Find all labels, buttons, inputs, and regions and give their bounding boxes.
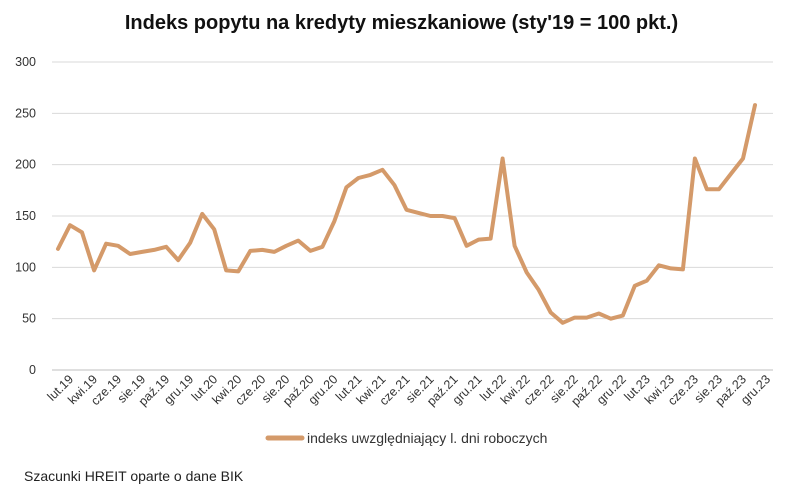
y-tick-label: 0	[29, 363, 36, 377]
source-note: Szacunki HREIT oparte o dane BIK	[24, 468, 244, 484]
y-tick-label: 50	[22, 312, 36, 326]
y-tick-label: 250	[15, 106, 36, 120]
y-tick-label: 300	[15, 55, 36, 69]
x-axis-ticks: lut.19kwi.19cze.19sie.19paź.19gru.19lut.…	[45, 372, 774, 408]
y-axis-ticks: 0 50 100 150 200 250 300	[15, 55, 36, 377]
series-line	[56, 103, 757, 325]
legend-label: indeks uwzględniający l. dni roboczych	[307, 430, 547, 446]
y-tick-label: 200	[15, 158, 36, 172]
y-tick-label: 100	[15, 260, 36, 274]
legend: indeks uwzględniający l. dni roboczych	[265, 430, 547, 446]
gridlines	[52, 61, 773, 371]
chart-title: Indeks popytu na kredyty mieszkaniowe (s…	[124, 12, 679, 34]
series-layer	[56, 103, 757, 325]
y-tick-label: 150	[15, 209, 36, 223]
